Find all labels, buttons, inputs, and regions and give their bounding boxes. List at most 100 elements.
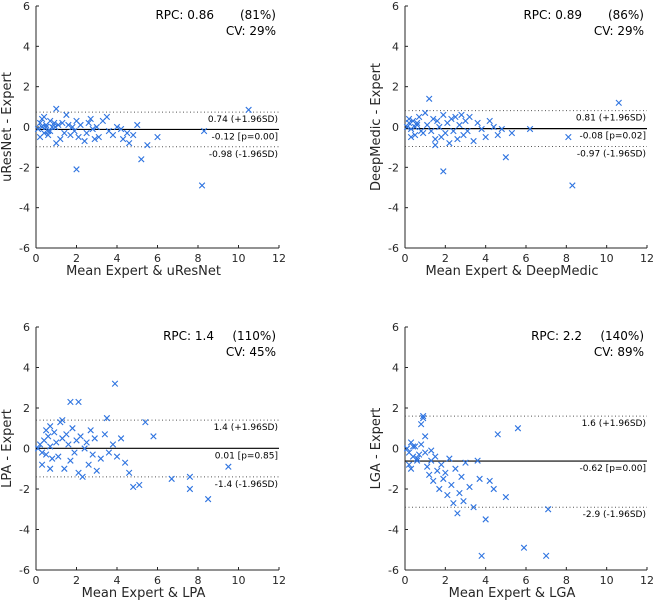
data-point [150, 433, 157, 440]
scatter-series [34, 380, 232, 503]
data-point [36, 119, 44, 127]
scatter-series [403, 412, 552, 560]
data-point [494, 431, 501, 438]
data-point [458, 473, 465, 481]
data-point [67, 457, 74, 464]
data-point [482, 516, 489, 523]
data-point [407, 465, 415, 472]
data-point [569, 182, 576, 189]
data-point [430, 115, 437, 123]
data-point [470, 504, 477, 511]
data-point [508, 129, 516, 137]
data-point [466, 483, 473, 491]
data-point [59, 119, 66, 127]
y-axis-label: LGA - Expert [369, 408, 384, 490]
data-point [46, 127, 54, 135]
data-point [405, 461, 413, 468]
data-point [494, 131, 501, 139]
x-tick-label: 8 [195, 574, 202, 587]
data-point [38, 461, 46, 468]
data-point [434, 117, 441, 125]
data-point [75, 398, 82, 406]
data-point [448, 481, 455, 489]
data-point [423, 121, 431, 129]
data-point [544, 506, 552, 513]
data-point [462, 459, 469, 466]
data-point [81, 445, 88, 452]
data-point [423, 463, 431, 470]
scatter-series [403, 95, 622, 189]
cv-value: CV: 89% [594, 345, 644, 359]
y-axis-label: uResNet - Expert [0, 72, 15, 182]
data-point [417, 441, 425, 448]
data-point [444, 491, 451, 499]
data-point [46, 465, 54, 472]
x-tick-label: 6 [523, 574, 530, 587]
data-point [109, 441, 117, 448]
data-point [67, 398, 74, 406]
rpc-percent: (140%) [600, 329, 644, 343]
data-point [154, 133, 161, 141]
data-point [432, 453, 439, 460]
data-point [442, 129, 449, 137]
data-point [419, 129, 427, 137]
x-tick-label: 4 [482, 574, 489, 587]
data-point [36, 133, 44, 141]
data-point [460, 497, 467, 505]
data-point [470, 137, 477, 145]
data-point [55, 453, 62, 460]
data-point [113, 123, 121, 131]
x-tick-label: 8 [195, 252, 202, 265]
data-point [65, 121, 72, 129]
data-point [413, 457, 421, 464]
data-point [442, 469, 449, 476]
x-tick-label: 12 [640, 252, 654, 265]
y-tick-label: -6 [388, 242, 399, 255]
data-point [69, 123, 76, 131]
y-tick-label: -4 [19, 524, 30, 537]
data-point [121, 459, 129, 466]
data-point [478, 125, 485, 133]
data-point [419, 412, 427, 420]
data-point [514, 425, 522, 432]
data-point [144, 141, 151, 149]
data-point [452, 465, 459, 472]
data-point [474, 119, 481, 127]
cv-value: CV: 29% [226, 24, 276, 38]
data-point [450, 127, 457, 135]
x-tick-label: 4 [114, 574, 121, 587]
data-point [411, 443, 419, 450]
data-point [111, 380, 119, 387]
data-point [113, 453, 121, 460]
data-point [125, 139, 133, 147]
data-point [542, 552, 550, 560]
upper-limit-label: 1.4 (+1.96SD) [214, 423, 278, 433]
data-point [134, 121, 141, 129]
data-point [452, 113, 459, 121]
data-point [117, 435, 125, 442]
data-point [38, 449, 46, 456]
data-point [46, 423, 54, 430]
data-point [109, 131, 117, 139]
data-point [51, 429, 58, 436]
x-tick-label: 4 [114, 252, 121, 265]
data-point [46, 117, 54, 125]
data-point [440, 111, 447, 119]
x-tick-label: 6 [523, 252, 530, 265]
data-point [69, 425, 76, 432]
data-point [81, 137, 88, 145]
rpc-value: RPC: 0.89 [523, 8, 582, 22]
data-point [61, 465, 68, 472]
data-point [413, 119, 421, 127]
data-point [446, 455, 453, 462]
x-tick-label: 12 [640, 574, 654, 587]
data-point [411, 131, 419, 139]
y-tick-label: 4 [392, 40, 399, 53]
scatter-series [34, 105, 252, 189]
data-point [434, 467, 441, 474]
data-point [490, 123, 497, 131]
y-tick-label: 4 [23, 40, 30, 53]
